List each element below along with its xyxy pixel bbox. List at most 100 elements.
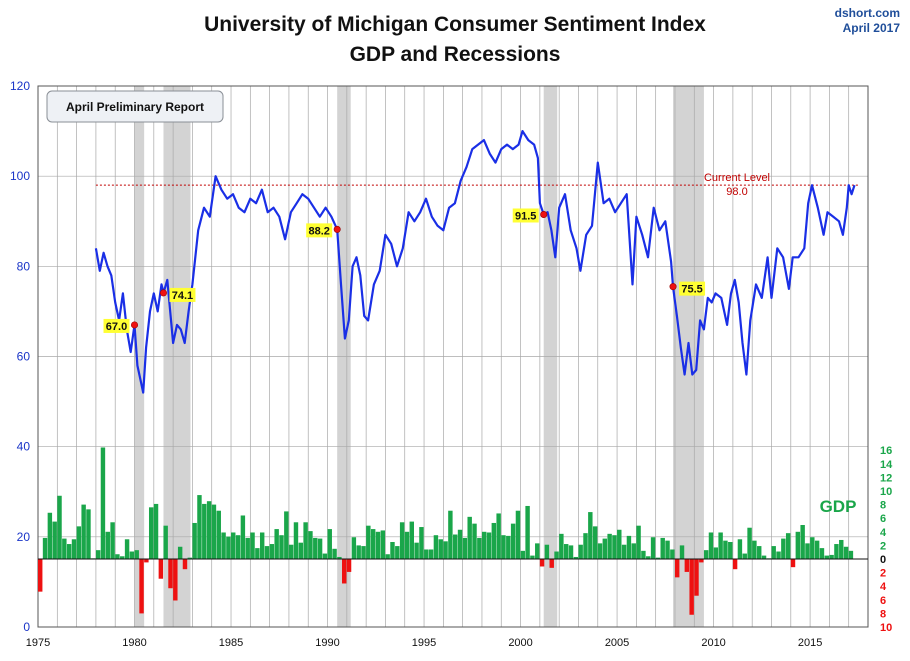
x-tick-label: 1990 xyxy=(315,637,339,649)
gdp-bar xyxy=(453,534,458,559)
gdp-bar xyxy=(535,543,540,559)
gdp-bar xyxy=(655,557,661,559)
gdp-bar xyxy=(636,525,641,559)
gdp-bar xyxy=(472,523,477,559)
gdp-bar xyxy=(544,544,550,559)
gdp-bar xyxy=(481,531,487,559)
gdp-bar xyxy=(626,535,632,559)
gdp-bar xyxy=(264,546,270,559)
gdp-bar xyxy=(120,556,125,559)
gdp-bar xyxy=(428,549,434,559)
gdp-bar xyxy=(588,512,593,559)
gdp-bar xyxy=(438,539,443,559)
gdp-bar xyxy=(395,546,400,559)
gdp-bar xyxy=(76,526,82,559)
gdp-bar xyxy=(71,539,77,559)
gdp-bar xyxy=(660,537,665,559)
gdp-bar xyxy=(192,522,197,559)
gdp-bar xyxy=(288,544,294,559)
gdp-bar xyxy=(163,525,168,559)
gdp-bar xyxy=(839,539,844,559)
gdp-bar xyxy=(674,559,680,578)
annotation-box xyxy=(679,281,706,296)
gdp-tick-label: 14 xyxy=(880,459,893,471)
gdp-bar xyxy=(57,495,62,559)
gdp-bar xyxy=(810,537,815,559)
gdp-bar xyxy=(670,549,675,559)
gdp-bar xyxy=(308,531,313,559)
gdp-bar xyxy=(506,535,511,559)
gdp-bar xyxy=(694,559,699,596)
gdp-bar xyxy=(390,542,395,559)
gdp-bar xyxy=(718,532,723,559)
gdp-bar xyxy=(829,554,834,559)
y-tick-label: 80 xyxy=(17,259,31,273)
annotation-marker xyxy=(131,321,139,329)
gdp-bar xyxy=(322,553,328,559)
gdp-bar xyxy=(491,522,497,559)
gdp-bar xyxy=(563,544,569,559)
gdp-bar xyxy=(771,546,776,559)
gdp-bar xyxy=(274,529,279,559)
annotation-box xyxy=(306,223,333,238)
gdp-bar xyxy=(356,545,361,559)
gdp-bar xyxy=(776,551,781,559)
gdp-bar xyxy=(346,559,352,572)
gdp-bar xyxy=(496,513,501,559)
gdp-bar xyxy=(510,523,516,559)
gdp-bar xyxy=(424,549,429,559)
annotation-box xyxy=(103,318,130,333)
gdp-tick-label: 8 xyxy=(880,608,886,620)
gdp-tick-label: 16 xyxy=(880,445,892,457)
date-label: April 2017 xyxy=(843,21,901,35)
gdp-bars xyxy=(38,447,854,615)
gdp-bar xyxy=(327,529,332,559)
gdp-bar xyxy=(226,536,231,559)
gdp-bar xyxy=(168,559,173,589)
gdp-bar xyxy=(361,546,366,559)
gdp-bar xyxy=(568,545,574,559)
x-tick-label: 1995 xyxy=(412,637,436,649)
gdp-bar xyxy=(81,504,86,559)
gdp-bar xyxy=(370,529,376,559)
gdp-bar xyxy=(699,559,704,563)
gdp-bar xyxy=(279,535,284,559)
chart-subtitle: GDP and Recessions xyxy=(350,43,561,66)
annotations: 67.0 74.1 88.2 91.5 75.5 xyxy=(103,208,706,333)
gdp-bar xyxy=(848,550,854,559)
gdp-bar xyxy=(578,544,583,559)
gdp-bar xyxy=(602,538,608,559)
gdp-bar xyxy=(419,527,424,559)
gdp-bar xyxy=(443,541,448,559)
chart-title: University of Michigan Consumer Sentimen… xyxy=(204,13,706,36)
gdp-bar xyxy=(385,554,390,559)
x-tick-label: 1985 xyxy=(219,637,243,649)
gdp-bar xyxy=(819,548,825,559)
gdp-bar xyxy=(752,540,757,559)
gdp-bar xyxy=(795,531,801,559)
x-tick-label: 1980 xyxy=(122,637,146,649)
gdp-bar xyxy=(38,559,43,592)
gdp-bar xyxy=(708,532,714,559)
gdp-bar xyxy=(216,510,221,559)
annotation-label: 74.1 xyxy=(172,290,193,302)
gdp-bar xyxy=(689,559,694,615)
gdp-tick-label: 4 xyxy=(880,527,887,539)
gdp-bar xyxy=(501,535,506,559)
x-tick-label: 2000 xyxy=(508,637,532,649)
gdp-bar xyxy=(342,559,347,584)
gdp-bar xyxy=(380,530,386,559)
gdp-bar xyxy=(240,515,246,559)
y-tick-label: 0 xyxy=(23,620,30,634)
gdp-bar xyxy=(124,539,130,559)
gdp-bar xyxy=(433,535,439,559)
gdp-series-label: GDP xyxy=(820,497,857,516)
gdp-bar xyxy=(617,529,622,559)
gdp-bar xyxy=(284,511,289,559)
gdp-bar xyxy=(221,532,226,559)
x-tick-label: 2015 xyxy=(798,637,822,649)
gdp-tick-label: 12 xyxy=(880,472,892,484)
gdp-bar xyxy=(317,538,323,559)
gdp-bar xyxy=(298,542,304,559)
